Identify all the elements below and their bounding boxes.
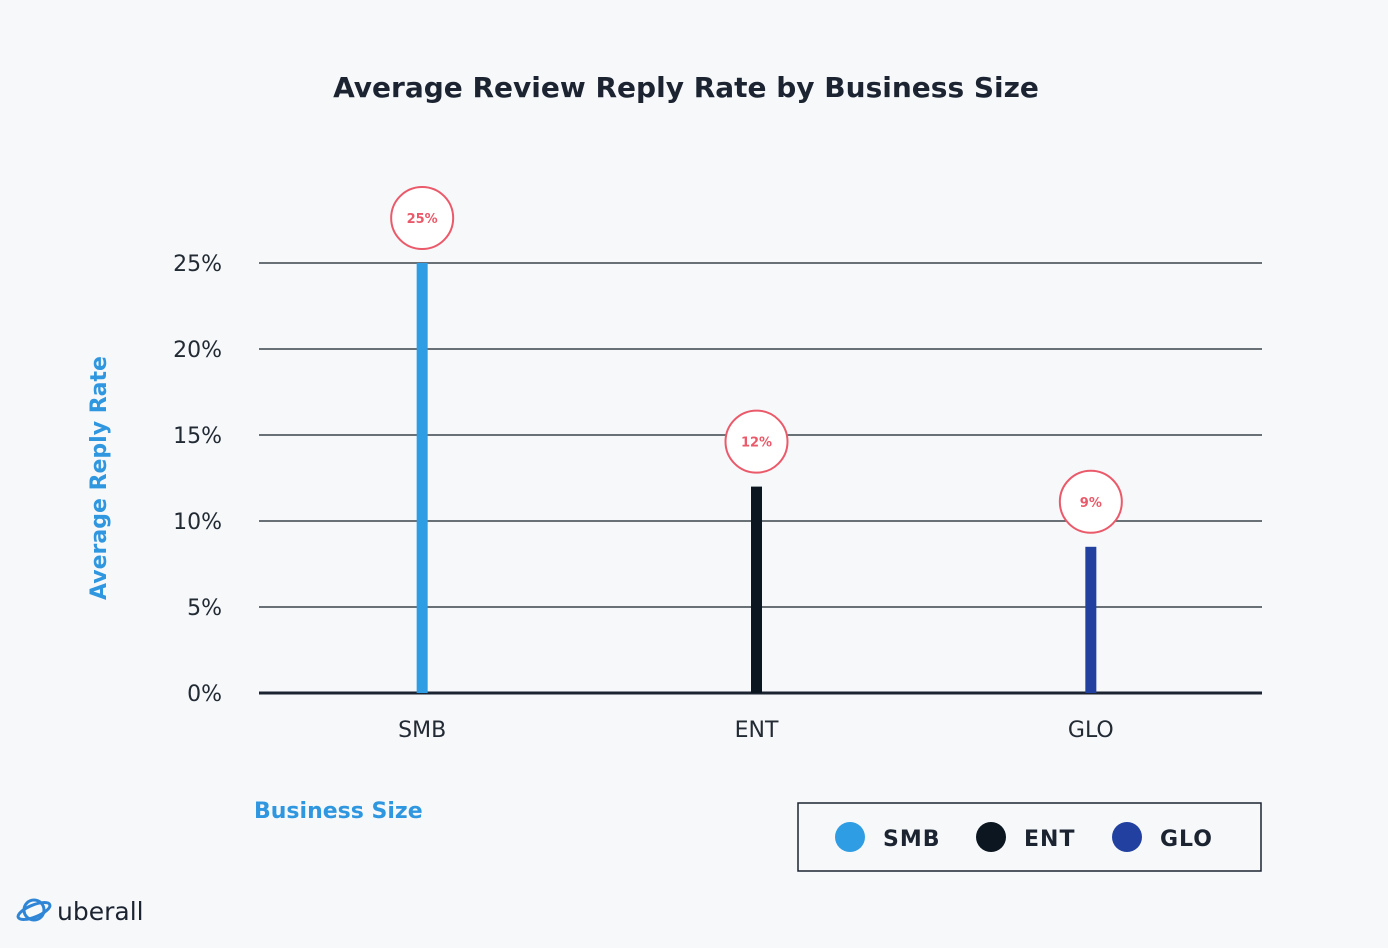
y-axis-title: Average Reply Rate (87, 356, 112, 600)
y-tick-label: 15% (173, 424, 222, 449)
bar-smb (416, 263, 428, 693)
y-tick-label: 10% (173, 510, 222, 535)
bar-glo (1085, 546, 1097, 693)
y-tick-label: 0% (187, 682, 222, 707)
planet-logo-icon (16, 898, 52, 922)
data-label: 25% (407, 212, 438, 227)
legend-marker-smb (835, 822, 865, 852)
data-label: 9% (1080, 496, 1102, 511)
y-tick-labels: 0% 5% 10% 15% 20% 25% (173, 252, 222, 707)
y-tick-label: 20% (173, 338, 222, 363)
brand-logo: uberall (16, 897, 144, 926)
data-label-circle (724, 409, 789, 474)
chart-title: Average Review Reply Rate by Business Si… (333, 71, 1039, 104)
legend-marker-ent (976, 822, 1006, 852)
legend-label: SMB (883, 827, 941, 852)
legend-label: GLO (1160, 827, 1213, 852)
x-tick-label: SMB (398, 718, 446, 743)
brand-name: uberall (57, 897, 144, 926)
y-tick-label: 5% (187, 596, 222, 621)
bar-ent (751, 486, 762, 693)
legend: SMB ENT GLO (797, 802, 1262, 872)
x-axis-title: Business Size (254, 799, 423, 824)
data-labels: 25% 12% 9% (390, 186, 1123, 534)
x-tick-label: ENT (735, 718, 779, 743)
bars (416, 263, 1097, 693)
data-label-circle (1058, 469, 1123, 534)
x-tick-label: GLO (1068, 718, 1114, 743)
legend-marker-glo (1112, 822, 1142, 852)
legend-box (797, 802, 1262, 872)
x-tick-labels: SMB ENT GLO (398, 718, 1114, 743)
data-label-circle (390, 186, 455, 250)
legend-label: ENT (1024, 827, 1075, 852)
y-tick-label: 25% (173, 252, 222, 277)
data-label: 12% (741, 436, 772, 451)
